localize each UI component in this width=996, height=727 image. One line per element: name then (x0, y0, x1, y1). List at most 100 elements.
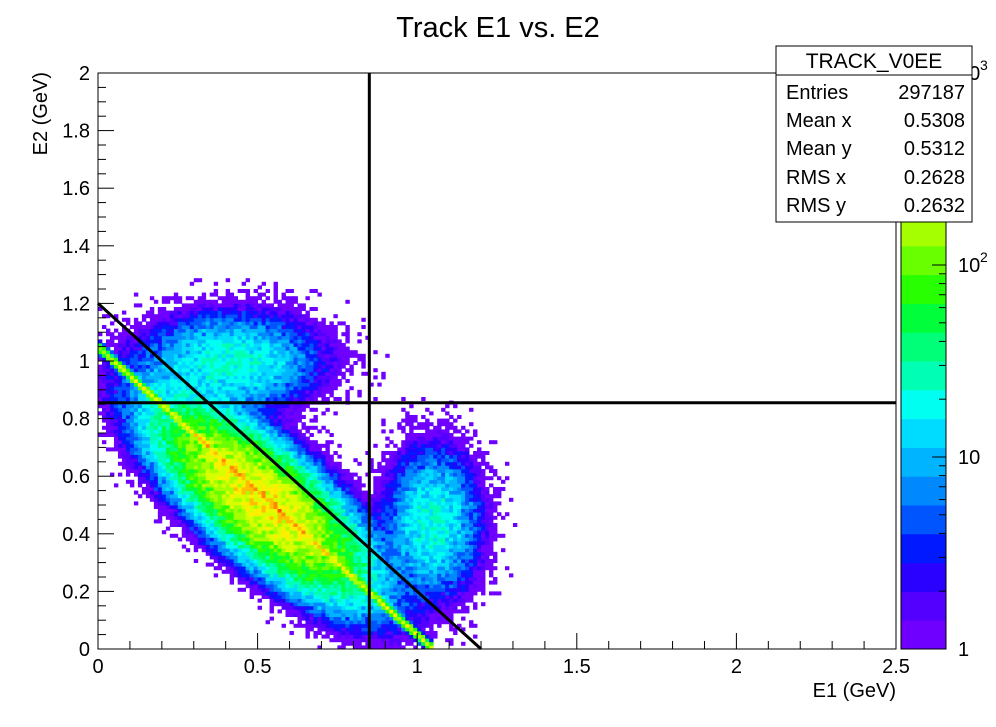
heatmap-cell (221, 418, 227, 423)
heatmap-cell (205, 562, 211, 567)
heatmap-cell (285, 418, 290, 423)
heatmap-cell (205, 386, 211, 391)
heatmap-cell (233, 526, 239, 531)
heatmap-cell (217, 382, 223, 387)
heatmap-cell (297, 371, 302, 376)
heatmap-cell (125, 339, 131, 344)
heatmap-cell (181, 494, 187, 499)
heatmap-cell (109, 418, 115, 423)
heatmap-cell (181, 469, 187, 473)
heatmap-cell (177, 296, 183, 301)
heatmap-cell (333, 368, 338, 373)
heatmap-cell (229, 425, 235, 430)
heatmap-cell (257, 436, 262, 441)
heatmap-cell (381, 526, 386, 531)
heatmap-cell (221, 303, 227, 308)
heatmap-cell (173, 321, 179, 326)
heatmap-cell (169, 386, 175, 391)
heatmap-cell (325, 447, 330, 452)
heatmap-cell (229, 490, 235, 495)
heatmap-cell (205, 476, 211, 481)
heatmap-cell (369, 623, 374, 628)
heatmap-cell (333, 505, 338, 509)
heatmap-cell (153, 397, 159, 401)
heatmap-cell (201, 533, 207, 538)
heatmap-cell (153, 443, 159, 448)
heatmap-cell (149, 483, 155, 488)
heatmap-cell (301, 490, 306, 495)
heatmap-cell (181, 429, 187, 434)
heatmap-cell (381, 620, 386, 625)
heatmap-cell (305, 634, 310, 639)
heatmap-cell (249, 562, 255, 567)
heatmap-cell (289, 519, 294, 524)
heatmap-cell (221, 422, 227, 427)
heatmap-cell (353, 501, 358, 506)
heatmap-cell (221, 533, 227, 538)
heatmap-cell (265, 407, 270, 412)
heatmap-cell (397, 515, 402, 520)
heatmap-cell (213, 551, 219, 556)
heatmap-cell (145, 479, 151, 484)
heatmap-cell (313, 350, 318, 355)
heatmap-cell (241, 393, 247, 398)
heatmap-cell (221, 505, 227, 509)
heatmap-cell (265, 447, 270, 452)
heatmap-cell (169, 350, 175, 355)
heatmap-cell (321, 361, 326, 365)
heatmap-cell (169, 397, 175, 401)
heatmap-cell (181, 458, 187, 463)
heatmap-cell (245, 490, 251, 495)
heatmap-cell (98, 364, 103, 369)
heatmap-cell (241, 465, 247, 470)
heatmap-cell (193, 454, 199, 459)
heatmap-cell (277, 404, 282, 409)
heatmap-cell (325, 605, 330, 610)
heatmap-cell (349, 537, 354, 542)
heatmap-cell (333, 497, 338, 502)
heatmap-cell (229, 573, 235, 578)
heatmap-cell (381, 555, 386, 560)
heatmap-cell (133, 321, 139, 326)
heatmap-cell (101, 371, 107, 376)
heatmap-cell (361, 483, 366, 488)
heatmap-cell (265, 443, 270, 448)
heatmap-cell (177, 307, 183, 311)
heatmap-cell (273, 375, 278, 380)
heatmap-cell (325, 523, 330, 527)
heatmap-cell (373, 541, 378, 545)
heatmap-cell (133, 415, 139, 419)
heatmap-cell (313, 577, 318, 581)
heatmap-cell (241, 357, 247, 362)
heatmap-cell (197, 505, 203, 509)
heatmap-cell (261, 523, 266, 527)
heatmap-cell (253, 335, 258, 340)
heatmap-cell (265, 393, 270, 398)
heatmap-cell (149, 451, 155, 455)
heatmap-cell (289, 620, 294, 625)
heatmap-cell (337, 321, 342, 326)
heatmap-cell (117, 335, 123, 340)
heatmap-cell (245, 411, 251, 416)
heatmap-cell (397, 587, 402, 592)
heatmap-cell (225, 512, 231, 517)
heatmap-cell (301, 616, 306, 621)
heatmap-cell (98, 382, 103, 387)
heatmap-cell (289, 598, 294, 603)
heatmap-cell (253, 375, 258, 380)
heatmap-cell (385, 577, 390, 581)
heatmap-cell (113, 407, 119, 412)
heatmap-cell (161, 335, 167, 340)
heatmap-cell (249, 508, 255, 513)
heatmap-cell (281, 310, 286, 315)
heatmap-cell (285, 526, 290, 531)
heatmap-cell (393, 454, 398, 459)
heatmap-cell (161, 505, 167, 509)
heatmap-cell (241, 346, 247, 351)
heatmap-cell (205, 361, 211, 365)
heatmap-cell (329, 620, 334, 625)
heatmap-cell (177, 440, 183, 445)
heatmap-cell (273, 379, 278, 383)
heatmap-cell (169, 310, 175, 315)
heatmap-cell (225, 465, 231, 470)
